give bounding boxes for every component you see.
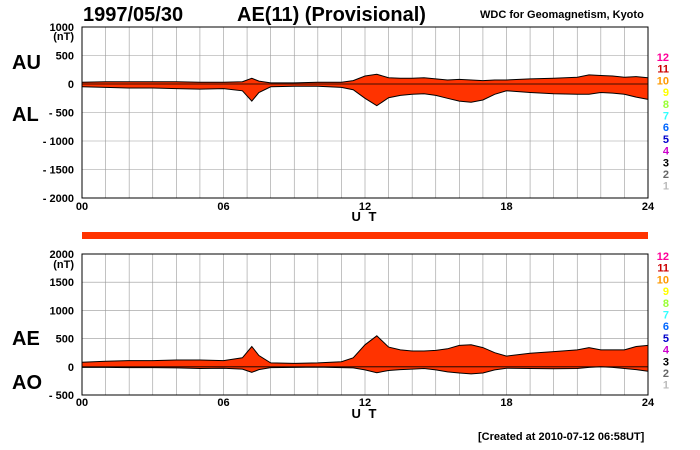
panel2-station-legend-item: 9: [663, 286, 669, 298]
panel1-station-legend-item: 6: [663, 122, 669, 134]
panel1-xtick-label: 00: [76, 201, 88, 213]
panel2-station-legend-item: 8: [663, 298, 669, 310]
panel1-ytick-label: - 1000: [43, 136, 74, 148]
panel2-station-legend-item: 12: [657, 251, 669, 263]
panel2-ytick-label: 1000: [50, 305, 74, 317]
panel1-station-legend-item: 10: [657, 75, 669, 87]
panel1-station-legend-item: 5: [663, 134, 669, 146]
panel1-series-au: [81, 73, 649, 84]
chart-date: 1997/05/30: [83, 4, 184, 26]
panel2-xaxis-label: U T: [352, 406, 379, 421]
panel2-station-legend-item: 1: [663, 380, 669, 392]
ae-label: AE: [12, 328, 40, 350]
panel1-xtick-label: 18: [500, 201, 512, 213]
panel2-station-legend-item: 2: [663, 368, 669, 380]
panel1-ytick-label: 500: [56, 51, 74, 63]
data-coverage-bar: [82, 232, 648, 239]
panel1-ytick-label: - 500: [49, 108, 74, 120]
panel1-station-legend-item: 1: [663, 181, 669, 193]
panel2-station-legend-item: 7: [663, 310, 669, 322]
panel2-xtick-label: 06: [217, 397, 229, 409]
panel1-ytick-label: - 1500: [43, 165, 74, 177]
au-label: AU: [12, 52, 41, 74]
panel1-ytick-label: 0: [68, 79, 74, 91]
panel1-series-al: [81, 85, 649, 107]
panel2-station-legend-item: 5: [663, 333, 669, 345]
panel1-unit-label: (nT): [53, 31, 74, 43]
panel2-series-ao: [82, 366, 649, 375]
panel1-xtick-label: 12: [359, 201, 371, 213]
panel2-area-band: [82, 335, 648, 374]
source-label: WDC for Geomagnetism, Kyoto: [480, 9, 644, 21]
panel2-station-legend-item: 11: [657, 263, 669, 275]
panel1-station-legend-item: 11: [657, 64, 669, 76]
panel2-unit-label: (nT): [53, 259, 74, 271]
panel2-xtick-label: 18: [500, 397, 512, 409]
panel2-station-legend-item: 6: [663, 321, 669, 333]
panel1-xtick-label: 06: [217, 201, 229, 213]
panel1-station-legend-item: 3: [663, 157, 669, 169]
panel1-station-legend-item: 7: [663, 111, 669, 123]
panel2-ytick-label: 2000: [50, 249, 74, 261]
panel2-xtick-label: 12: [359, 397, 371, 409]
chart-title: AE(11) (Provisional): [237, 4, 426, 26]
panel1-xtick-label: 24: [642, 201, 655, 213]
panel2-station-legend-item: 3: [663, 356, 669, 368]
panel1-ytick-label: - 2000: [43, 193, 74, 205]
panel2-ytick-label: 500: [56, 334, 74, 346]
panel2-series-ae: [81, 335, 649, 364]
panel1-station-legend-item: 9: [663, 87, 669, 99]
panel1-station-legend-item: 4: [663, 146, 670, 158]
panel2-xtick-label: 00: [76, 397, 88, 409]
panel1-frame: [81, 26, 649, 199]
panel2-ytick-label: 0: [68, 362, 74, 374]
panel2-ytick-label: 1500: [50, 277, 74, 289]
panel1-station-legend-item: 2: [663, 169, 669, 181]
panel2-xtick-label: 24: [642, 397, 655, 409]
al-label: AL: [12, 104, 39, 126]
panel2-ytick-label: - 500: [49, 390, 74, 402]
panel1-area-band: [82, 74, 648, 106]
panel1-xaxis-label: U T: [352, 209, 379, 224]
panel2-station-legend-item: 4: [663, 345, 670, 357]
panel1-station-legend-item: 12: [657, 52, 669, 64]
panel1-ytick-label: 1000: [50, 22, 74, 34]
panel2-frame: [81, 253, 649, 396]
panel2-station-legend-item: 10: [657, 274, 669, 286]
panel1-station-legend-item: 8: [663, 99, 669, 111]
created-timestamp: [Created at 2010-07-12 06:58UT]: [478, 431, 645, 443]
ao-label: AO: [12, 372, 42, 394]
